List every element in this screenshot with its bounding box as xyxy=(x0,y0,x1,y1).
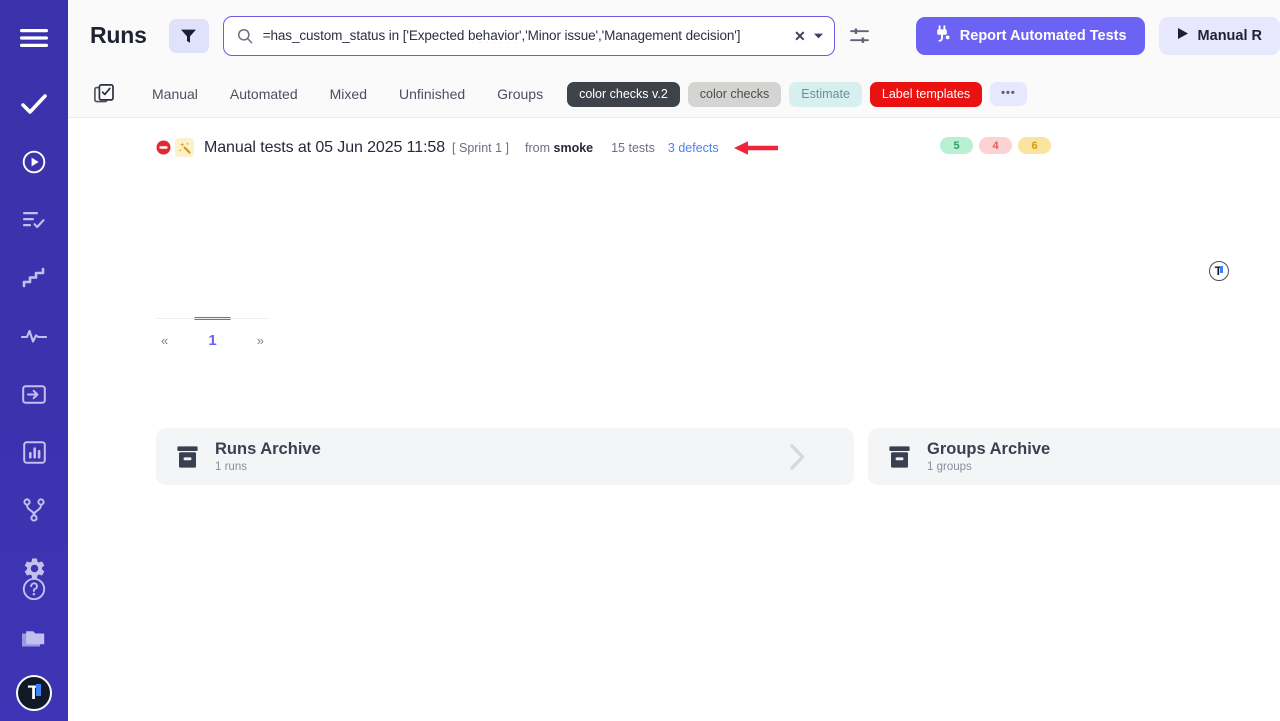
bar-chart-icon[interactable] xyxy=(12,430,56,474)
manual-run-button[interactable]: Manual R xyxy=(1158,16,1280,55)
play-triangle-icon xyxy=(1177,27,1189,44)
header-actions: Report Automated Tests Manual R xyxy=(915,0,1280,71)
archive-box-icon xyxy=(888,445,911,469)
avatar-letter: T xyxy=(27,682,40,704)
run-status-badges: 5 4 6 xyxy=(940,137,1051,154)
report-automated-tests-label: Report Automated Tests xyxy=(959,27,1127,44)
groups-archive-text: Groups Archive 1 groups xyxy=(927,440,1050,473)
import-arrow-icon[interactable] xyxy=(12,372,56,416)
list-check-icon[interactable] xyxy=(12,198,56,242)
tab-label-templates[interactable]: Label templates xyxy=(869,81,983,107)
run-sprint-label: [ Sprint 1 ] xyxy=(452,141,510,155)
sidebar-bottom: T xyxy=(0,567,68,721)
run-assignee-letter: T xyxy=(1214,264,1222,278)
run-assignee-avatar[interactable]: T xyxy=(1209,261,1229,281)
hamburger-menu-icon[interactable] xyxy=(12,16,56,60)
sidebar-top xyxy=(12,0,56,595)
search-value-suffix: ','Minor issue','Management decision'] xyxy=(518,28,741,43)
tabs-bar: Manual Automated Mixed Unfinished Groups… xyxy=(68,71,1280,118)
pagination-next-button[interactable]: » xyxy=(256,333,264,348)
funnel-filter-icon[interactable] xyxy=(168,18,209,53)
main-area: Runs =has_custom_status in ['Expected be… xyxy=(68,0,1280,721)
manual-run-label: Manual R xyxy=(1197,27,1262,44)
tab-overflow-menu[interactable]: ••• xyxy=(990,82,1027,106)
chevron-down-icon[interactable] xyxy=(811,32,824,40)
gear-icon[interactable] xyxy=(12,546,56,590)
runs-archive-subtitle: 1 runs xyxy=(215,460,247,473)
groups-archive-title: Groups Archive xyxy=(927,440,1051,459)
table-row[interactable]: Manual tests at 05 Jun 2025 11:58 [ Spri… xyxy=(68,126,1280,170)
run-source: from smoke xyxy=(525,141,593,155)
runs-archive-title: Runs Archive xyxy=(215,440,321,459)
status-badge[interactable]: 4 xyxy=(979,137,1012,154)
plug-connector-icon xyxy=(934,25,951,46)
run-title[interactable]: Manual tests at 05 Jun 2025 11:58 xyxy=(204,139,446,156)
runs-archive-card[interactable]: Runs Archive 1 runs xyxy=(156,428,854,485)
help-circle-icon[interactable] xyxy=(12,567,56,611)
run-from-label: from xyxy=(525,141,551,155)
page-title: Runs xyxy=(90,22,147,48)
tab-mixed[interactable]: Mixed xyxy=(329,86,367,102)
checklist-copy-icon[interactable] xyxy=(90,80,118,108)
run-tests-count: 15 tests xyxy=(611,141,655,155)
sliders-tune-icon[interactable] xyxy=(843,19,877,53)
archive-box-icon xyxy=(176,445,199,469)
runs-content: Manual tests at 05 Jun 2025 11:58 [ Spri… xyxy=(68,118,1280,721)
report-automated-tests-button[interactable]: Report Automated Tests xyxy=(915,16,1145,55)
run-assignee-accent-mark xyxy=(1220,266,1223,273)
tab-estimate[interactable]: Estimate xyxy=(789,81,862,107)
red-left-arrow-annotation xyxy=(733,139,779,157)
activity-pulse-icon[interactable] xyxy=(12,314,56,358)
pagination: « 1 » xyxy=(156,318,269,350)
tab-color-checks-v2[interactable]: color checks v.2 xyxy=(567,81,680,107)
main-sidebar: T xyxy=(0,0,68,721)
groups-archive-card[interactable]: Groups Archive 1 groups xyxy=(868,428,1280,485)
search-bar[interactable]: =has_custom_status in ['Expected behavio… xyxy=(222,15,835,56)
folder-icon[interactable] xyxy=(12,616,56,660)
avatar[interactable]: T xyxy=(16,675,52,711)
git-branch-icon[interactable] xyxy=(12,488,56,532)
stairs-icon[interactable] xyxy=(12,256,56,300)
tab-groups[interactable]: Groups xyxy=(497,86,544,102)
tab-unfinished[interactable]: Unfinished xyxy=(399,86,466,102)
blocked-circle-icon[interactable] xyxy=(156,140,171,160)
search-input[interactable]: =has_custom_status in ['Expected behavio… xyxy=(263,28,789,43)
search-value-misspelled: behavior xyxy=(467,28,519,43)
search-icon xyxy=(237,28,253,44)
tab-automated[interactable]: Automated xyxy=(229,86,298,102)
avatar-accent-mark xyxy=(36,684,41,696)
page-header: Runs =has_custom_status in ['Expected be… xyxy=(68,0,1280,71)
tab-manual[interactable]: Manual xyxy=(152,86,198,102)
pagination-prev-button[interactable]: « xyxy=(161,333,169,348)
magic-wand-sparkle-icon xyxy=(175,138,194,157)
pagination-page-1[interactable]: 1 xyxy=(208,332,217,349)
runs-archive-text: Runs Archive 1 runs xyxy=(215,440,321,473)
archive-cards: Runs Archive 1 runs xyxy=(156,428,1280,485)
play-circle-icon[interactable] xyxy=(12,140,56,184)
chevron-right-icon[interactable] xyxy=(789,443,806,471)
groups-archive-subtitle: 1 groups xyxy=(927,460,972,473)
clear-search-button[interactable]: ✕ xyxy=(793,27,806,44)
status-badge[interactable]: 6 xyxy=(1018,137,1051,154)
status-badge[interactable]: 5 xyxy=(940,137,973,154)
run-from-value: smoke xyxy=(553,141,594,155)
run-defects-link[interactable]: 3 defects xyxy=(667,141,719,155)
tab-color-checks[interactable]: color checks xyxy=(687,81,782,107)
check-icon[interactable] xyxy=(12,82,56,126)
search-value-prefix: =has_custom_status in ['Expected xyxy=(262,28,468,43)
